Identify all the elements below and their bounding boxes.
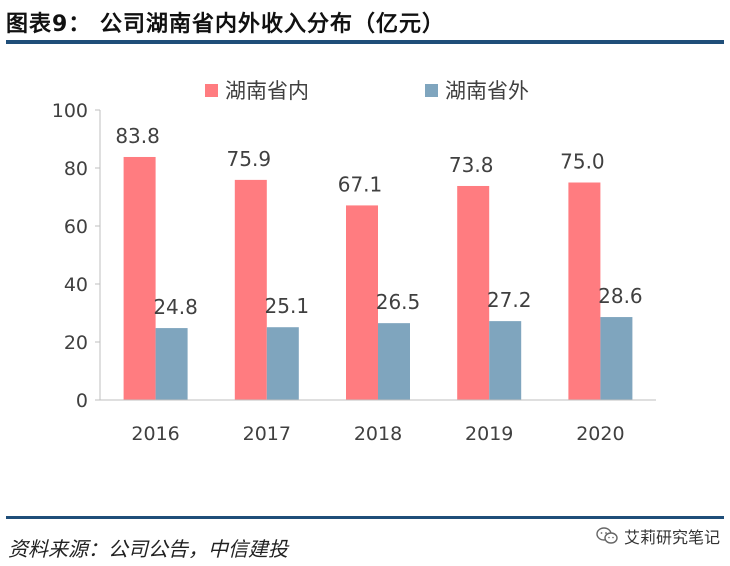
- footer-divider: [6, 516, 724, 519]
- data-label: 67.1: [338, 172, 383, 196]
- data-label: 26.5: [376, 290, 421, 314]
- legend-swatch-2: [425, 84, 438, 97]
- bar-inside-2020: [568, 182, 601, 400]
- chart-legend: 湖南省内 湖南省外: [205, 79, 529, 103]
- bar-outside-2016: [155, 328, 188, 400]
- data-label: 75.0: [560, 150, 605, 174]
- data-label: 75.9: [227, 147, 272, 171]
- x-axis: 2016 2017 2018 2019 2020: [100, 399, 656, 445]
- legend-label-1: 湖南省内: [225, 79, 309, 103]
- bar-inside-2019: [457, 185, 490, 400]
- data-label: 83.8: [115, 124, 160, 148]
- bar-inside-2018: [346, 205, 378, 400]
- bar-outside-2019: [489, 321, 522, 400]
- y-tick-label: 0: [76, 390, 88, 412]
- y-tick-label: 100: [52, 100, 88, 122]
- brand-name: 艾莉研究笔记: [623, 528, 720, 547]
- bar-inside-2017: [234, 179, 267, 400]
- bar-outside-2020: [600, 317, 633, 400]
- x-tick-label: 2020: [576, 423, 624, 445]
- x-tick-label: 2016: [131, 423, 179, 445]
- y-tick-label: 80: [64, 158, 88, 180]
- data-label: 24.8: [153, 295, 198, 319]
- legend-swatch-1: [205, 84, 218, 97]
- bar-inside-2016: [123, 156, 156, 400]
- x-tick-label: 2018: [354, 423, 402, 445]
- brand-watermark: 艾莉研究笔记: [596, 524, 720, 548]
- legend-label-2: 湖南省外: [445, 79, 529, 103]
- data-label: 28.6: [598, 284, 643, 308]
- y-tick-label: 40: [64, 274, 88, 296]
- title-divider: [6, 40, 724, 44]
- source-note: 资料来源：公司公告，中信建投: [8, 537, 288, 561]
- wechat-icon: [596, 527, 618, 544]
- y-tick-label: 20: [64, 332, 88, 354]
- data-label: 27.2: [487, 288, 532, 312]
- y-tick-label: 60: [64, 216, 88, 238]
- bar-outside-2017: [266, 327, 299, 400]
- figure-title: 图表9： 公司湖南省内外收入分布（亿元）: [6, 12, 445, 37]
- y-axis: 0 20 40 60 80 100: [52, 100, 101, 412]
- bar-outside-2018: [378, 323, 410, 400]
- x-tick-label: 2019: [465, 423, 513, 445]
- bars: 83.8 24.8 75.9 25.1 67.1 26.5 73.8 27.2 75.0 28.6: [115, 124, 643, 400]
- data-label: 25.1: [265, 294, 310, 318]
- x-tick-label: 2017: [243, 423, 291, 445]
- data-label: 73.8: [449, 153, 494, 177]
